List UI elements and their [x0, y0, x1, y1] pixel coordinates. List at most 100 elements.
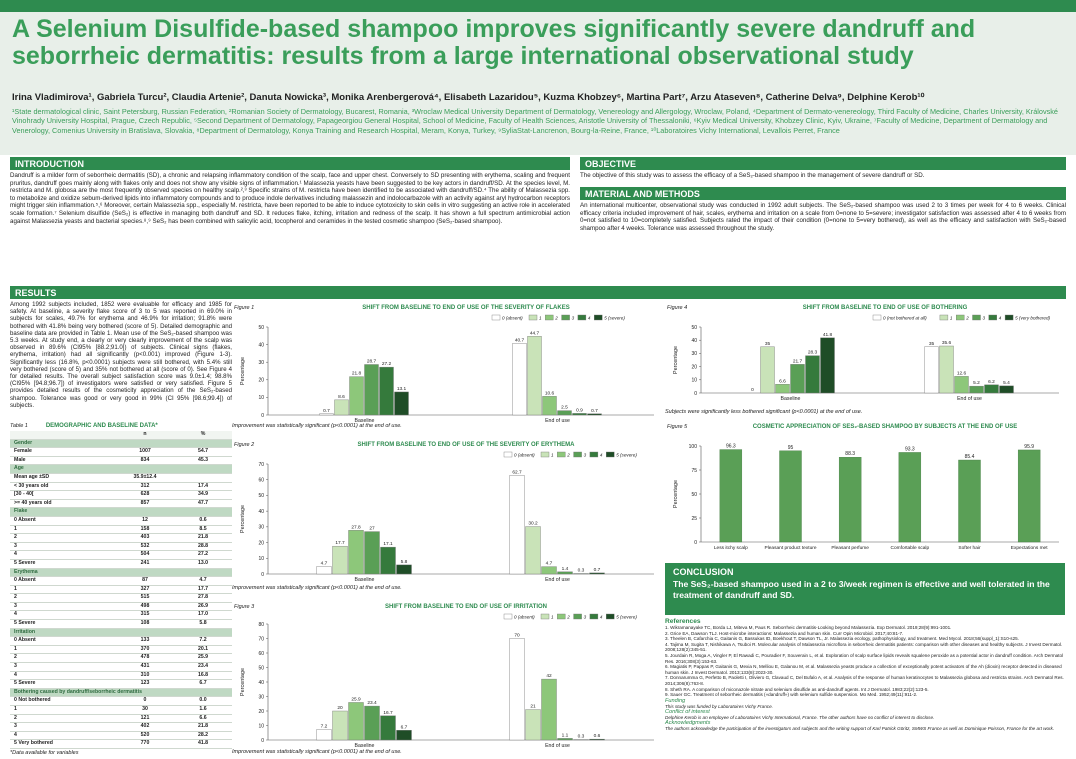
y-tick-label: 10: [691, 378, 697, 384]
reference-item: 1. Wikramanayake TC, Borda LJ, Miteva M,…: [665, 625, 952, 630]
table-cell-pct: 41.8: [174, 739, 232, 749]
reference-item: 6. Magiatis P, Pappas P, Gaitanis G, Mex…: [665, 664, 1062, 675]
table-title: DEMOGRAPHIC AND BASELINE DATA*: [45, 423, 158, 429]
table-section-row: Erythema: [10, 568, 232, 578]
data-label: 85.4: [965, 454, 975, 460]
table-row: 1 327 17.7: [10, 585, 232, 595]
conclusion-box: CONCLUSION The SeS₂-based shampoo used i…: [665, 563, 1065, 615]
category-label: Less itchy scalp: [714, 545, 748, 551]
legend-label: 1: [950, 316, 953, 321]
bar: [557, 410, 572, 416]
legend-swatch: [594, 314, 603, 321]
ack-label: Acknowledgments: [665, 719, 711, 726]
table-cell-label: 5 Severe: [10, 559, 116, 569]
y-tick-label: 80: [258, 622, 264, 628]
table-cell-n: 834: [116, 456, 174, 466]
table-row: 2 478 25.9: [10, 653, 232, 664]
bar: [954, 376, 969, 394]
table-header-row: n %: [10, 431, 232, 440]
results-text: Among 1992 subjects included, 1852 were …: [10, 301, 232, 409]
table-cell-pct: 5.8: [174, 619, 232, 629]
table-cell-label: 2: [10, 593, 116, 603]
y-tick-label: 40: [258, 680, 264, 686]
legend-swatch: [589, 451, 599, 458]
legend-swatch: [972, 314, 981, 321]
figure-4-note: Subjects were significantly less bothere…: [665, 409, 863, 415]
legend-label: 1: [551, 453, 554, 458]
table-section-label: Gender: [10, 439, 232, 449]
table-cell-label: 1: [10, 525, 116, 535]
legend-label: 0 (not bothered at all): [883, 316, 927, 321]
table-cell-label: Female: [10, 447, 116, 457]
data-label: 95.9: [1024, 444, 1034, 450]
y-tick-label: 0: [694, 540, 697, 546]
bar: [364, 531, 380, 575]
figure-label: Figure 1: [234, 305, 254, 311]
bar: [316, 566, 332, 575]
legend-label: 5 (severe): [616, 615, 637, 620]
table-row: 3 402 21.8: [10, 722, 232, 732]
table-row: 4 310 16.8: [10, 671, 232, 681]
legend-swatch: [561, 314, 570, 321]
table-section-row: Age: [10, 464, 232, 474]
table-row: 2 515 27.8: [10, 593, 232, 603]
table-cell-label: 4: [10, 731, 116, 741]
table-cell-label: 5 Very bothered: [10, 739, 116, 749]
table-cell-pct: 54.7: [174, 447, 232, 457]
bar: [958, 459, 981, 543]
legend-swatch: [606, 451, 615, 458]
legend-swatch: [573, 451, 582, 458]
table-cell-pct: 20.1: [174, 645, 232, 655]
data-label: 1.4: [562, 566, 569, 572]
ack-text: The authors acknowledge the participatio…: [665, 725, 1055, 731]
table-row: 3 431 23.4: [10, 662, 232, 672]
data-label: 93.3: [905, 446, 915, 452]
legend-label: 2: [554, 316, 558, 321]
bar: [541, 678, 557, 741]
bar: [394, 391, 409, 416]
objective-header: OBJECTIVE: [580, 157, 1066, 170]
bar: [349, 376, 364, 416]
y-tick-label: 50: [258, 325, 264, 331]
reference-item: 7. Donnarumma G, Perfetto B, Paoletti I,…: [665, 675, 1064, 686]
bar: [396, 564, 412, 575]
table-cell-n: 123: [116, 679, 174, 689]
table-cell-n: 520: [116, 731, 174, 741]
table-cell-pct: 26.9: [174, 602, 232, 612]
figure-3-note: Improvement was statistically significan…: [232, 749, 402, 755]
table-row: 0 Absent 87 4.7: [10, 576, 232, 586]
data-label: 0.9: [576, 407, 583, 413]
table-row: 1 370 20.1: [10, 645, 232, 655]
data-label: 7.2: [321, 724, 328, 730]
bar: [984, 384, 999, 394]
table-row: 2 403 21.8: [10, 533, 232, 543]
data-label: 41.8: [823, 332, 833, 338]
y-tick-label: 0: [694, 391, 697, 397]
table-row: 3 532 28.8: [10, 542, 232, 552]
reference-item: 8. Sheth RA. A comparison of miconazole …: [665, 686, 929, 692]
bar: [332, 545, 348, 575]
funding-label: Funding: [665, 697, 686, 704]
bar: [512, 343, 527, 416]
bar: [557, 571, 573, 575]
legend-label: 4: [600, 615, 603, 620]
data-label: 42: [546, 673, 552, 679]
legend-swatch: [956, 314, 965, 321]
legend-label: 5 (severe): [616, 453, 637, 458]
table-cell-pct: 21.8: [174, 722, 232, 732]
y-tick-label: 75: [691, 468, 697, 474]
category-label: Expectations met: [1011, 545, 1048, 551]
data-label: 5.4: [1003, 380, 1010, 386]
table-header-pct: %: [174, 431, 232, 440]
figure-label: Figure 4: [667, 305, 687, 311]
table-cell-label: 1: [10, 705, 116, 715]
legend-label: 3: [584, 453, 587, 458]
figure-3-irritation-chart: Figure 3 SHIFT FROM BASELINE TO END OF US…: [234, 604, 654, 749]
bar: [509, 638, 525, 741]
legend-swatch: [573, 613, 582, 620]
y-tick-label: 0: [261, 413, 264, 419]
table-cell-label: 2: [10, 653, 116, 664]
figure-title: SHIFT FROM BASELINE TO END OF USE OF THE…: [362, 305, 569, 311]
y-tick-label: 25: [691, 516, 697, 522]
table-cell-pct: 34.9: [174, 490, 232, 500]
